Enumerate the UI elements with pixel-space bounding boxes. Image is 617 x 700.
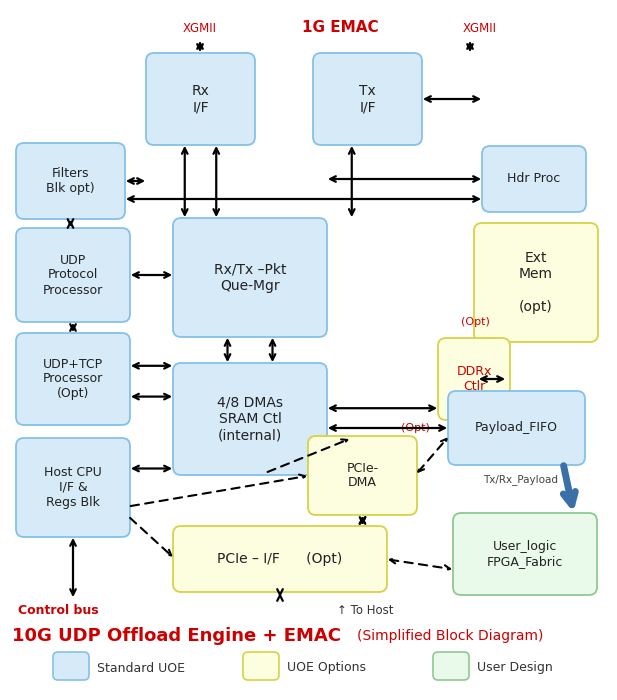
Text: PCIe-
DMA: PCIe- DMA (346, 461, 379, 489)
Text: Rx
I/F: Rx I/F (191, 84, 209, 114)
Text: User_logic
FPGA_Fabric: User_logic FPGA_Fabric (487, 540, 563, 568)
Text: Rx/Tx –Pkt
Que-Mgr: Rx/Tx –Pkt Que-Mgr (213, 262, 286, 293)
FancyBboxPatch shape (146, 53, 255, 145)
Text: Tx
I/F: Tx I/F (359, 84, 376, 114)
FancyBboxPatch shape (448, 391, 585, 465)
FancyBboxPatch shape (16, 438, 130, 537)
Text: (Opt): (Opt) (400, 423, 429, 433)
FancyBboxPatch shape (16, 333, 130, 425)
FancyBboxPatch shape (173, 363, 327, 475)
FancyBboxPatch shape (438, 338, 510, 420)
FancyBboxPatch shape (53, 652, 89, 680)
Text: (Simplified Block Diagram): (Simplified Block Diagram) (357, 629, 544, 643)
Text: XGMII: XGMII (183, 22, 217, 34)
Text: Host CPU
I/F &
Regs Blk: Host CPU I/F & Regs Blk (44, 466, 102, 509)
Text: UDP+TCP
Processor
(Opt): UDP+TCP Processor (Opt) (43, 358, 103, 400)
FancyBboxPatch shape (308, 436, 417, 515)
FancyBboxPatch shape (16, 143, 125, 219)
FancyBboxPatch shape (453, 513, 597, 595)
FancyBboxPatch shape (482, 146, 586, 212)
FancyBboxPatch shape (313, 53, 422, 145)
FancyBboxPatch shape (16, 228, 130, 322)
Text: Tx/Rx_Payload: Tx/Rx_Payload (484, 475, 558, 486)
Text: UDP
Protocol
Processor: UDP Protocol Processor (43, 253, 103, 297)
Text: UOE Options: UOE Options (287, 662, 366, 675)
Text: Standard UOE: Standard UOE (97, 662, 185, 675)
Text: Filters
Blk opt): Filters Blk opt) (46, 167, 95, 195)
Text: XGMII: XGMII (463, 22, 497, 34)
Text: Ext
Mem

(opt): Ext Mem (opt) (519, 251, 553, 314)
FancyBboxPatch shape (173, 526, 387, 592)
Text: (Opt): (Opt) (460, 317, 489, 327)
Text: 1G EMAC: 1G EMAC (302, 20, 378, 36)
Text: Payload_FIFO: Payload_FIFO (475, 421, 558, 435)
Text: Hdr Proc: Hdr Proc (507, 172, 561, 186)
Text: PCIe – I/F      (Opt): PCIe – I/F (Opt) (217, 552, 342, 566)
Text: 10G UDP Offload Engine + EMAC: 10G UDP Offload Engine + EMAC (12, 627, 341, 645)
Text: Control bus: Control bus (18, 603, 99, 617)
FancyBboxPatch shape (243, 652, 279, 680)
FancyBboxPatch shape (433, 652, 469, 680)
Text: ↑ To Host: ↑ To Host (337, 603, 393, 617)
Text: 4/8 DMAs
SRAM Ctl
(internal): 4/8 DMAs SRAM Ctl (internal) (217, 395, 283, 442)
FancyBboxPatch shape (474, 223, 598, 342)
Text: User Design: User Design (477, 662, 553, 675)
FancyBboxPatch shape (173, 218, 327, 337)
Text: DDRx
Ctlr: DDRx Ctlr (457, 365, 492, 393)
